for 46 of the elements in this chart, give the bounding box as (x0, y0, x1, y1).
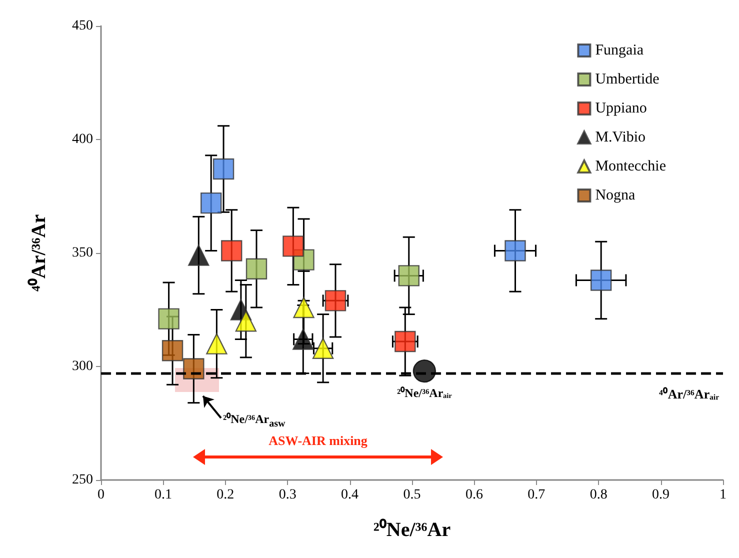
legend-label: M.Vibio (595, 130, 646, 146)
point (282, 236, 304, 257)
y-tick-label: 450 (72, 18, 93, 34)
point (398, 265, 420, 286)
x-tick-label: 0.1 (154, 488, 172, 502)
point (162, 340, 184, 362)
point (324, 290, 346, 312)
y-tick-label: 250 (72, 472, 93, 488)
annotation: ASW-AIR mixing (268, 433, 368, 448)
x-tick-label: 0.9 (652, 488, 670, 502)
annotation: ²⁰Ne/³⁶Ar$_{asw}$ (223, 411, 286, 430)
x-tick-label: 0.3 (278, 488, 296, 502)
x-tick-label: 0.5 (403, 488, 421, 502)
x-tick-label: 0.2 (216, 488, 234, 502)
x-tick-label: 1 (720, 488, 726, 502)
x-axis-title: ²⁰Ne/³⁶Ar (373, 518, 451, 541)
legend-label: Uppiano (595, 100, 647, 116)
point (200, 192, 222, 214)
y-tick-label: 300 (72, 359, 93, 374)
point (188, 244, 210, 266)
point (246, 258, 268, 280)
point (221, 240, 242, 262)
point (158, 308, 180, 330)
y-tick-label: 350 (72, 246, 93, 260)
x-tick-label: 0.7 (528, 488, 546, 502)
legend-label: Fungaia (595, 42, 644, 58)
ref-line-label: ⁴⁰Ar/³⁶Arₐᵢᵣ (658, 386, 720, 402)
x-tick-label: 0.6 (465, 488, 483, 502)
x-tick-label: 0.4 (341, 488, 359, 502)
point (412, 359, 436, 383)
point (235, 310, 257, 332)
x-tick-label: 0 (98, 488, 104, 502)
y-axis-title: ⁴⁰Ar/³⁶Ar (27, 214, 50, 292)
point (206, 333, 228, 354)
point (394, 330, 416, 352)
point (293, 296, 314, 318)
point (212, 158, 234, 180)
y-tick-label: 400 (72, 132, 93, 147)
legend-label: Montecchie (595, 158, 666, 174)
annotation: ²⁰Ne/³⁶Arₐᵢᵣ (397, 386, 452, 400)
point (590, 270, 612, 291)
legend-label: Nogna (595, 188, 636, 204)
point (183, 358, 204, 380)
x-tick-label: 0.8 (590, 488, 608, 502)
legend-label: Umbertide (595, 72, 660, 88)
point (504, 240, 526, 262)
